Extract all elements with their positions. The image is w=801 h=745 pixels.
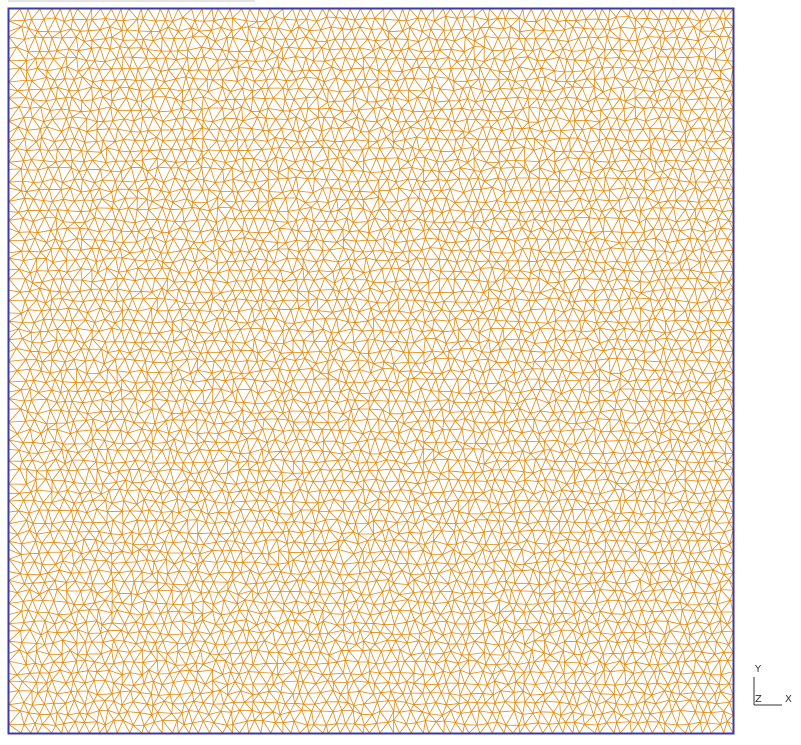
domain-boundary: [7, 7, 735, 735]
axis-triad: Y Z X: [753, 664, 792, 706]
y-axis-label: Y: [754, 664, 762, 675]
z-axis-label: Z: [755, 694, 762, 705]
x-axis-label: X: [785, 694, 792, 705]
